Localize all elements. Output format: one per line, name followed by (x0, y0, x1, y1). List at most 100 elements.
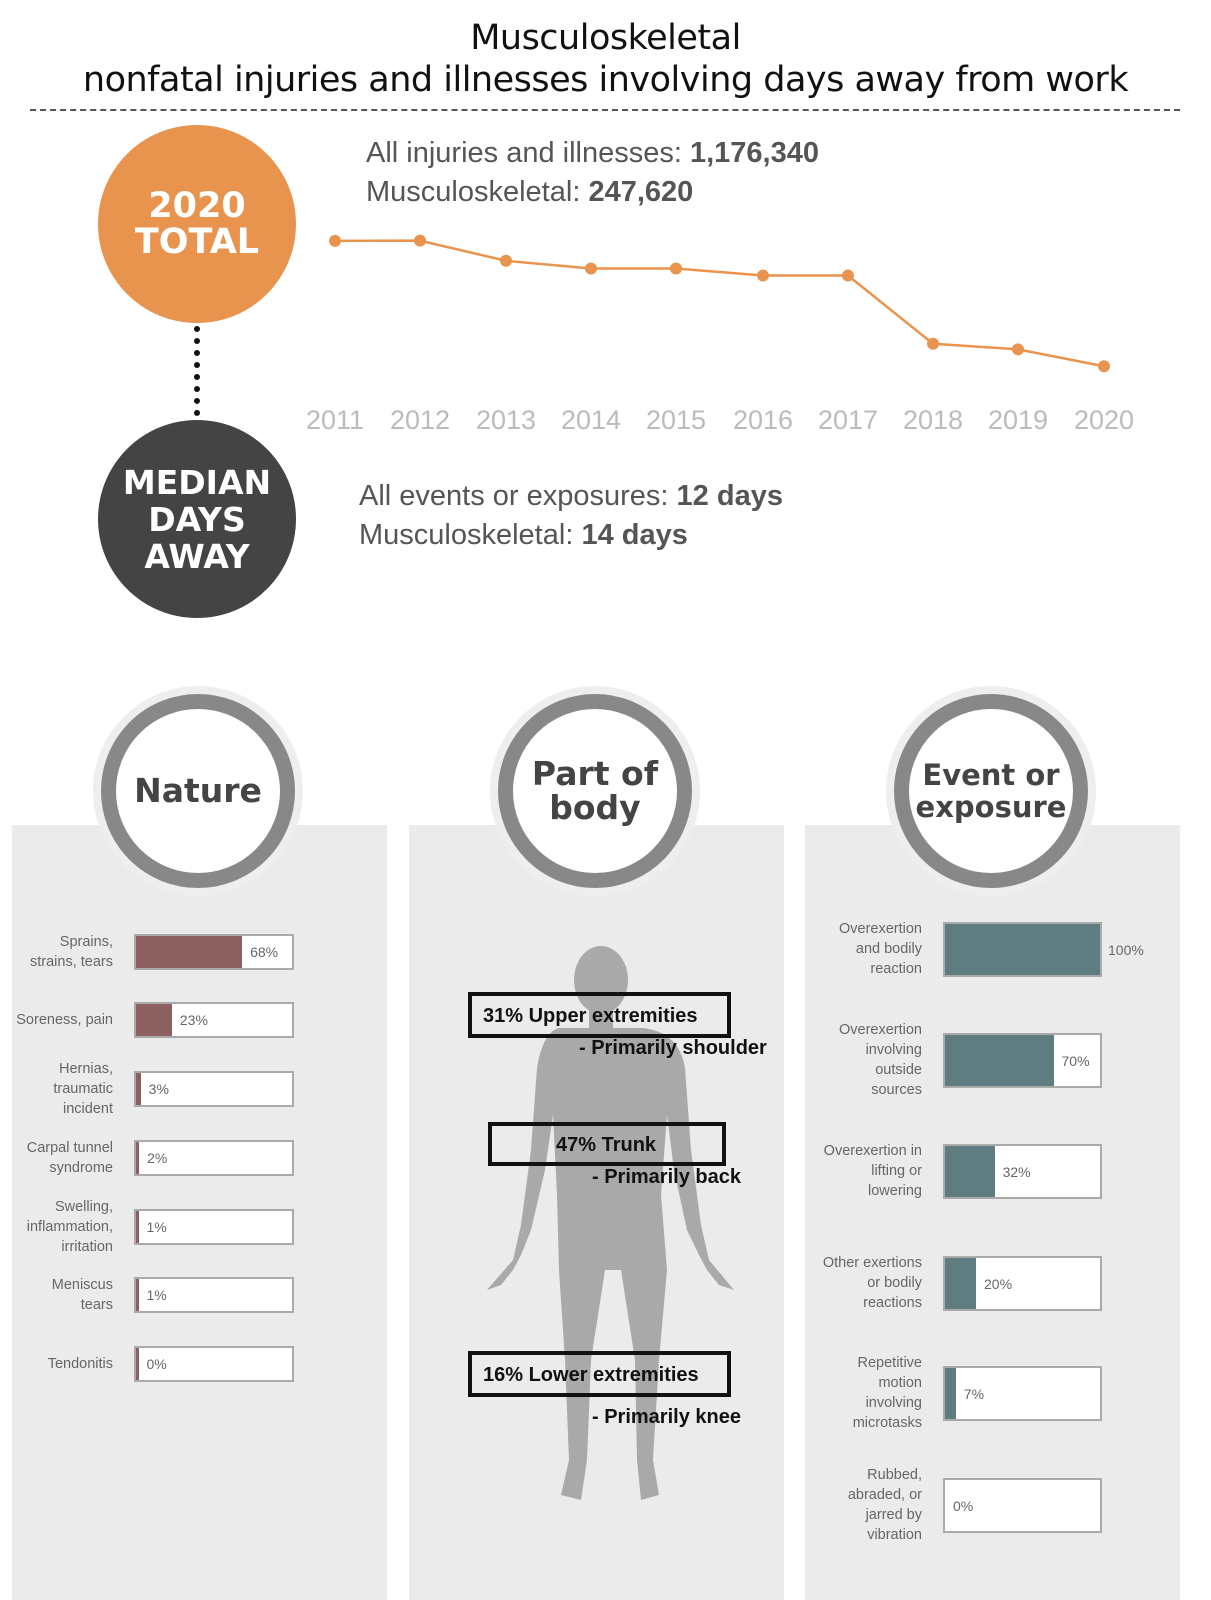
nature-bar: 68% (134, 934, 294, 970)
year-tick-label: 2017 (818, 405, 878, 435)
event-row-label-line: Other exertions (822, 1255, 922, 1271)
nature-row-label-line: Meniscus (51, 1277, 113, 1293)
title-line-2: nonfatal injuries and illnesses involvin… (82, 60, 1129, 100)
nature-bar: 0% (134, 1346, 294, 1382)
median-badge-line-1: MEDIAN (122, 462, 272, 502)
event-bar: 20% (943, 1256, 1102, 1311)
event-row-label: Other exertions or bodily reactions (808, 1253, 922, 1313)
stat-all-injuries-value: 1,176,340 (689, 137, 819, 169)
title-line-1: Musculoskeletal (470, 18, 741, 58)
median-badge: MEDIAN DAYS AWAY (98, 420, 296, 618)
nature-bar-fill (136, 1348, 139, 1380)
event-bar: 70% (943, 1033, 1102, 1088)
stat-median-all: All events or exposures: 12 days (359, 480, 783, 513)
stat-all-injuries: All injuries and illnesses: 1,176,340 (366, 137, 819, 170)
nature-bar-value: 2% (147, 1150, 168, 1166)
nature-bar: 1% (134, 1209, 294, 1245)
year-tick-label: 2013 (476, 405, 536, 435)
nature-heading-text: Nature (134, 771, 262, 810)
event-bar-value: 20% (984, 1275, 1013, 1292)
nature-bar-value: 1% (146, 1219, 167, 1235)
nature-row-label: Meniscus tears (10, 1275, 113, 1315)
nature-bar-value: 3% (148, 1081, 169, 1097)
total-badge-year: 2020 (148, 186, 246, 226)
trend-point (757, 269, 769, 282)
nature-row-label-line: strains, tears (30, 954, 113, 970)
nature-row-label: Carpal tunnel syndrome (10, 1138, 113, 1178)
stat-median-msk-value: 14 days (581, 519, 688, 551)
event-row-label: Overexertion in lifting or lowering (808, 1141, 922, 1201)
nature-bar-fill (136, 936, 243, 968)
upper-extremities-sub: - Primarily shoulder (579, 1037, 767, 1059)
event-bar: 32% (943, 1144, 1102, 1199)
stat-all-injuries-label: All injuries and illnesses: (366, 137, 690, 169)
event-row-label-line: jarred by (865, 1507, 922, 1523)
nature-bar-value: 0% (146, 1356, 167, 1372)
stat-median-all-value: 12 days (676, 480, 783, 512)
year-tick-label: 2015 (646, 405, 706, 435)
trend-line-chart: 2011 2012 2013 2014 2015 2016 2017 2018 2019 2020 (306, 234, 1134, 435)
stat-median-all-label: All events or exposures: (359, 480, 677, 512)
nature-bar-fill (136, 1004, 172, 1036)
year-tick-label: 2018 (903, 405, 963, 435)
event-bar-value: 70% (1061, 1052, 1090, 1069)
nature-heading-ring: Nature (93, 686, 303, 896)
human-body-figure (487, 946, 734, 1500)
nature-bar: 3% (134, 1071, 294, 1107)
nature-row-label-line: Tendonitis (47, 1356, 113, 1372)
nature-row-label-line: irritation (61, 1239, 113, 1255)
event-heading-line-2: exposure (915, 790, 1067, 824)
event-bar-fill (945, 1146, 995, 1197)
year-tick-label: 2011 (306, 405, 364, 435)
event-row-label-line: Overexertion (838, 921, 922, 937)
nature-bar-value: 68% (250, 944, 279, 960)
median-badge-line-3: AWAY (144, 536, 250, 576)
trend-point (585, 262, 597, 275)
event-row-label-line: microtasks (852, 1415, 922, 1431)
event-row-label-line: involving (865, 1042, 922, 1058)
nature-bar-fill (136, 1211, 139, 1243)
trend-point (414, 234, 426, 247)
stat-msk-total: Musculoskeletal: 247,620 (366, 176, 693, 209)
event-row-label-line: Rubbed, (867, 1467, 922, 1483)
event-row-label-line: reactions (863, 1295, 922, 1311)
event-bar-value: 100% (1108, 941, 1144, 958)
event-row-label-line: sources (871, 1082, 922, 1098)
event-bar: 0% (943, 1478, 1102, 1533)
event-bar-value: 7% (963, 1385, 985, 1402)
trend-line (334, 239, 1105, 368)
event-row-label-line: Repetitive (857, 1355, 922, 1371)
event-row-label-line: abraded, or (847, 1487, 922, 1503)
event-row-label: Rubbed, abraded, or jarred by vibration (808, 1465, 922, 1545)
trend-point (1012, 343, 1024, 356)
trend-point (927, 337, 939, 350)
median-badge-line-2: DAYS (148, 499, 246, 539)
nature-bar-value: 23% (179, 1012, 208, 1028)
trend-point (842, 269, 854, 282)
event-bar-fill (945, 1035, 1054, 1086)
nature-row-label: Hernias, traumatic incident (10, 1059, 113, 1119)
event-bar-fill (945, 1368, 956, 1419)
nature-row-label-line: Swelling, (54, 1199, 113, 1215)
upper-extremities-box (468, 992, 731, 1038)
trend-point (670, 262, 682, 275)
nature-row-label-line: traumatic (53, 1081, 113, 1097)
total-badge: 2020 TOTAL (98, 125, 296, 323)
nature-bar: 23% (134, 1002, 294, 1038)
trend-point (500, 254, 512, 267)
nature-bar-fill (136, 1073, 141, 1105)
badge-connector (194, 326, 200, 416)
nature-row-label-line: Carpal tunnel (26, 1140, 113, 1156)
event-row-label-line: and bodily (855, 941, 922, 957)
nature-row-label-line: incident (63, 1101, 113, 1117)
event-bar: 100% (943, 922, 1144, 977)
event-row-label-line: Overexertion (838, 1022, 922, 1038)
stat-median-msk-label: Musculoskeletal: (359, 519, 582, 551)
event-bar: 7% (943, 1366, 1102, 1421)
body-heading-ring: Part of body (490, 686, 700, 896)
nature-row-label: Swelling, inflammation, irritation (10, 1197, 113, 1257)
nature-row-label-line: Soreness, pain (16, 1012, 113, 1028)
trunk-sub: - Primarily back (592, 1166, 741, 1188)
nature-bar-value: 1% (146, 1287, 167, 1303)
nature-row-label-line: Hernias, (59, 1061, 113, 1077)
